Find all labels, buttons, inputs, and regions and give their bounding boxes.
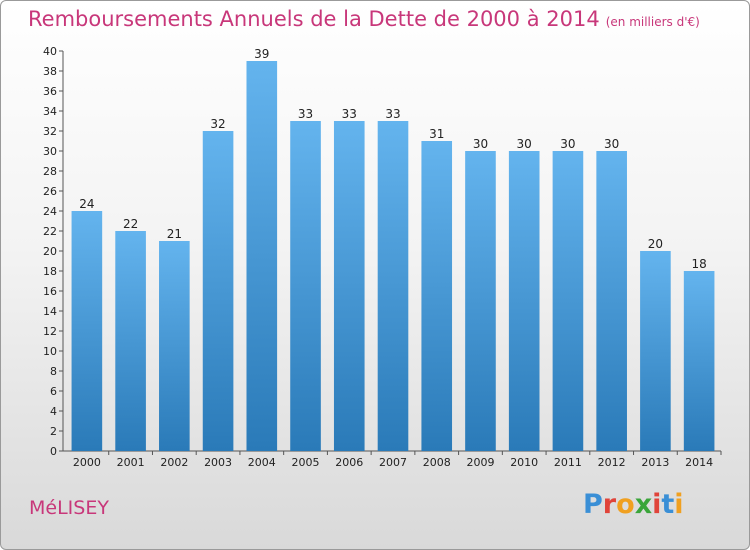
x-tick-label: 2001	[117, 456, 145, 469]
commune-name: MéLISEY	[29, 497, 109, 519]
y-tick-label: 26	[43, 185, 57, 198]
x-tick-label: 2000	[73, 456, 101, 469]
y-tick-label: 14	[43, 305, 57, 318]
logo-letter: i	[674, 489, 684, 520]
data-label: 30	[604, 137, 619, 151]
x-tick-label: 2010	[510, 456, 538, 469]
logo-letter: o	[616, 489, 635, 520]
bar	[159, 241, 190, 451]
bar	[333, 121, 365, 451]
logo-letter: r	[602, 489, 617, 520]
x-tick-label: 2004	[248, 456, 276, 469]
bar	[246, 61, 278, 451]
data-label: 39	[254, 47, 269, 61]
bar	[421, 141, 453, 451]
bar	[596, 151, 627, 451]
y-tick-label: 22	[43, 225, 57, 238]
y-tick-label: 12	[43, 325, 57, 338]
y-tick-label: 24	[43, 205, 57, 218]
data-label: 22	[123, 217, 138, 231]
y-tick-label: 28	[43, 165, 57, 178]
x-tick-label: 2006	[335, 456, 363, 469]
bar	[465, 151, 496, 451]
y-tick-label: 18	[43, 265, 57, 278]
bar	[290, 121, 321, 451]
data-label: 21	[167, 227, 182, 241]
x-tick-label: 2008	[423, 456, 451, 469]
y-tick-label: 6	[50, 385, 57, 398]
data-label: 24	[79, 197, 94, 211]
logo-letter: P	[583, 489, 603, 520]
y-tick-label: 16	[43, 285, 57, 298]
data-label: 30	[560, 137, 575, 151]
chart-title-text: Remboursements Annuels de la Dette de 20…	[28, 7, 600, 31]
data-label: 33	[298, 107, 313, 121]
data-label: 30	[517, 137, 532, 151]
data-label: 30	[473, 137, 488, 151]
data-label: 33	[385, 107, 400, 121]
x-tick-label: 2002	[160, 456, 188, 469]
proxiti-logo: Proxiti	[583, 489, 684, 520]
x-tick-label: 2009	[466, 456, 494, 469]
y-tick-label: 36	[43, 85, 57, 98]
logo-letter: i	[652, 489, 662, 520]
y-tick-label: 8	[50, 365, 57, 378]
y-tick-label: 34	[43, 105, 57, 118]
logo-letter: t	[661, 489, 675, 520]
y-tick-label: 4	[50, 405, 57, 418]
data-label: 31	[429, 127, 444, 141]
x-tick-label: 2013	[641, 456, 669, 469]
bar	[552, 151, 584, 451]
data-label: 18	[691, 257, 706, 271]
y-tick-label: 40	[43, 45, 57, 58]
x-tick-label: 2011	[554, 456, 582, 469]
y-tick-label: 32	[43, 125, 57, 138]
y-tick-label: 0	[50, 445, 57, 458]
chart-unit: (en milliers d'€)	[605, 15, 700, 29]
bar	[683, 271, 715, 451]
bar	[71, 211, 103, 451]
bar	[377, 121, 409, 451]
y-tick-label: 2	[50, 425, 57, 438]
data-label: 20	[648, 237, 663, 251]
data-label: 32	[210, 117, 225, 131]
bar	[508, 151, 540, 451]
bar	[202, 131, 234, 451]
chart-title: Remboursements Annuels de la Dette de 20…	[28, 7, 700, 31]
x-tick-label: 2007	[379, 456, 407, 469]
x-tick-label: 2012	[598, 456, 626, 469]
logo-letter: x	[634, 489, 653, 520]
x-tick-label: 2014	[685, 456, 713, 469]
x-tick-label: 2005	[292, 456, 320, 469]
y-tick-label: 38	[43, 65, 57, 78]
y-tick-label: 20	[43, 245, 57, 258]
y-tick-label: 30	[43, 145, 57, 158]
x-tick-label: 2003	[204, 456, 232, 469]
bar	[115, 231, 146, 451]
data-label: 33	[342, 107, 357, 121]
y-tick-label: 10	[43, 345, 57, 358]
bar	[640, 251, 671, 451]
